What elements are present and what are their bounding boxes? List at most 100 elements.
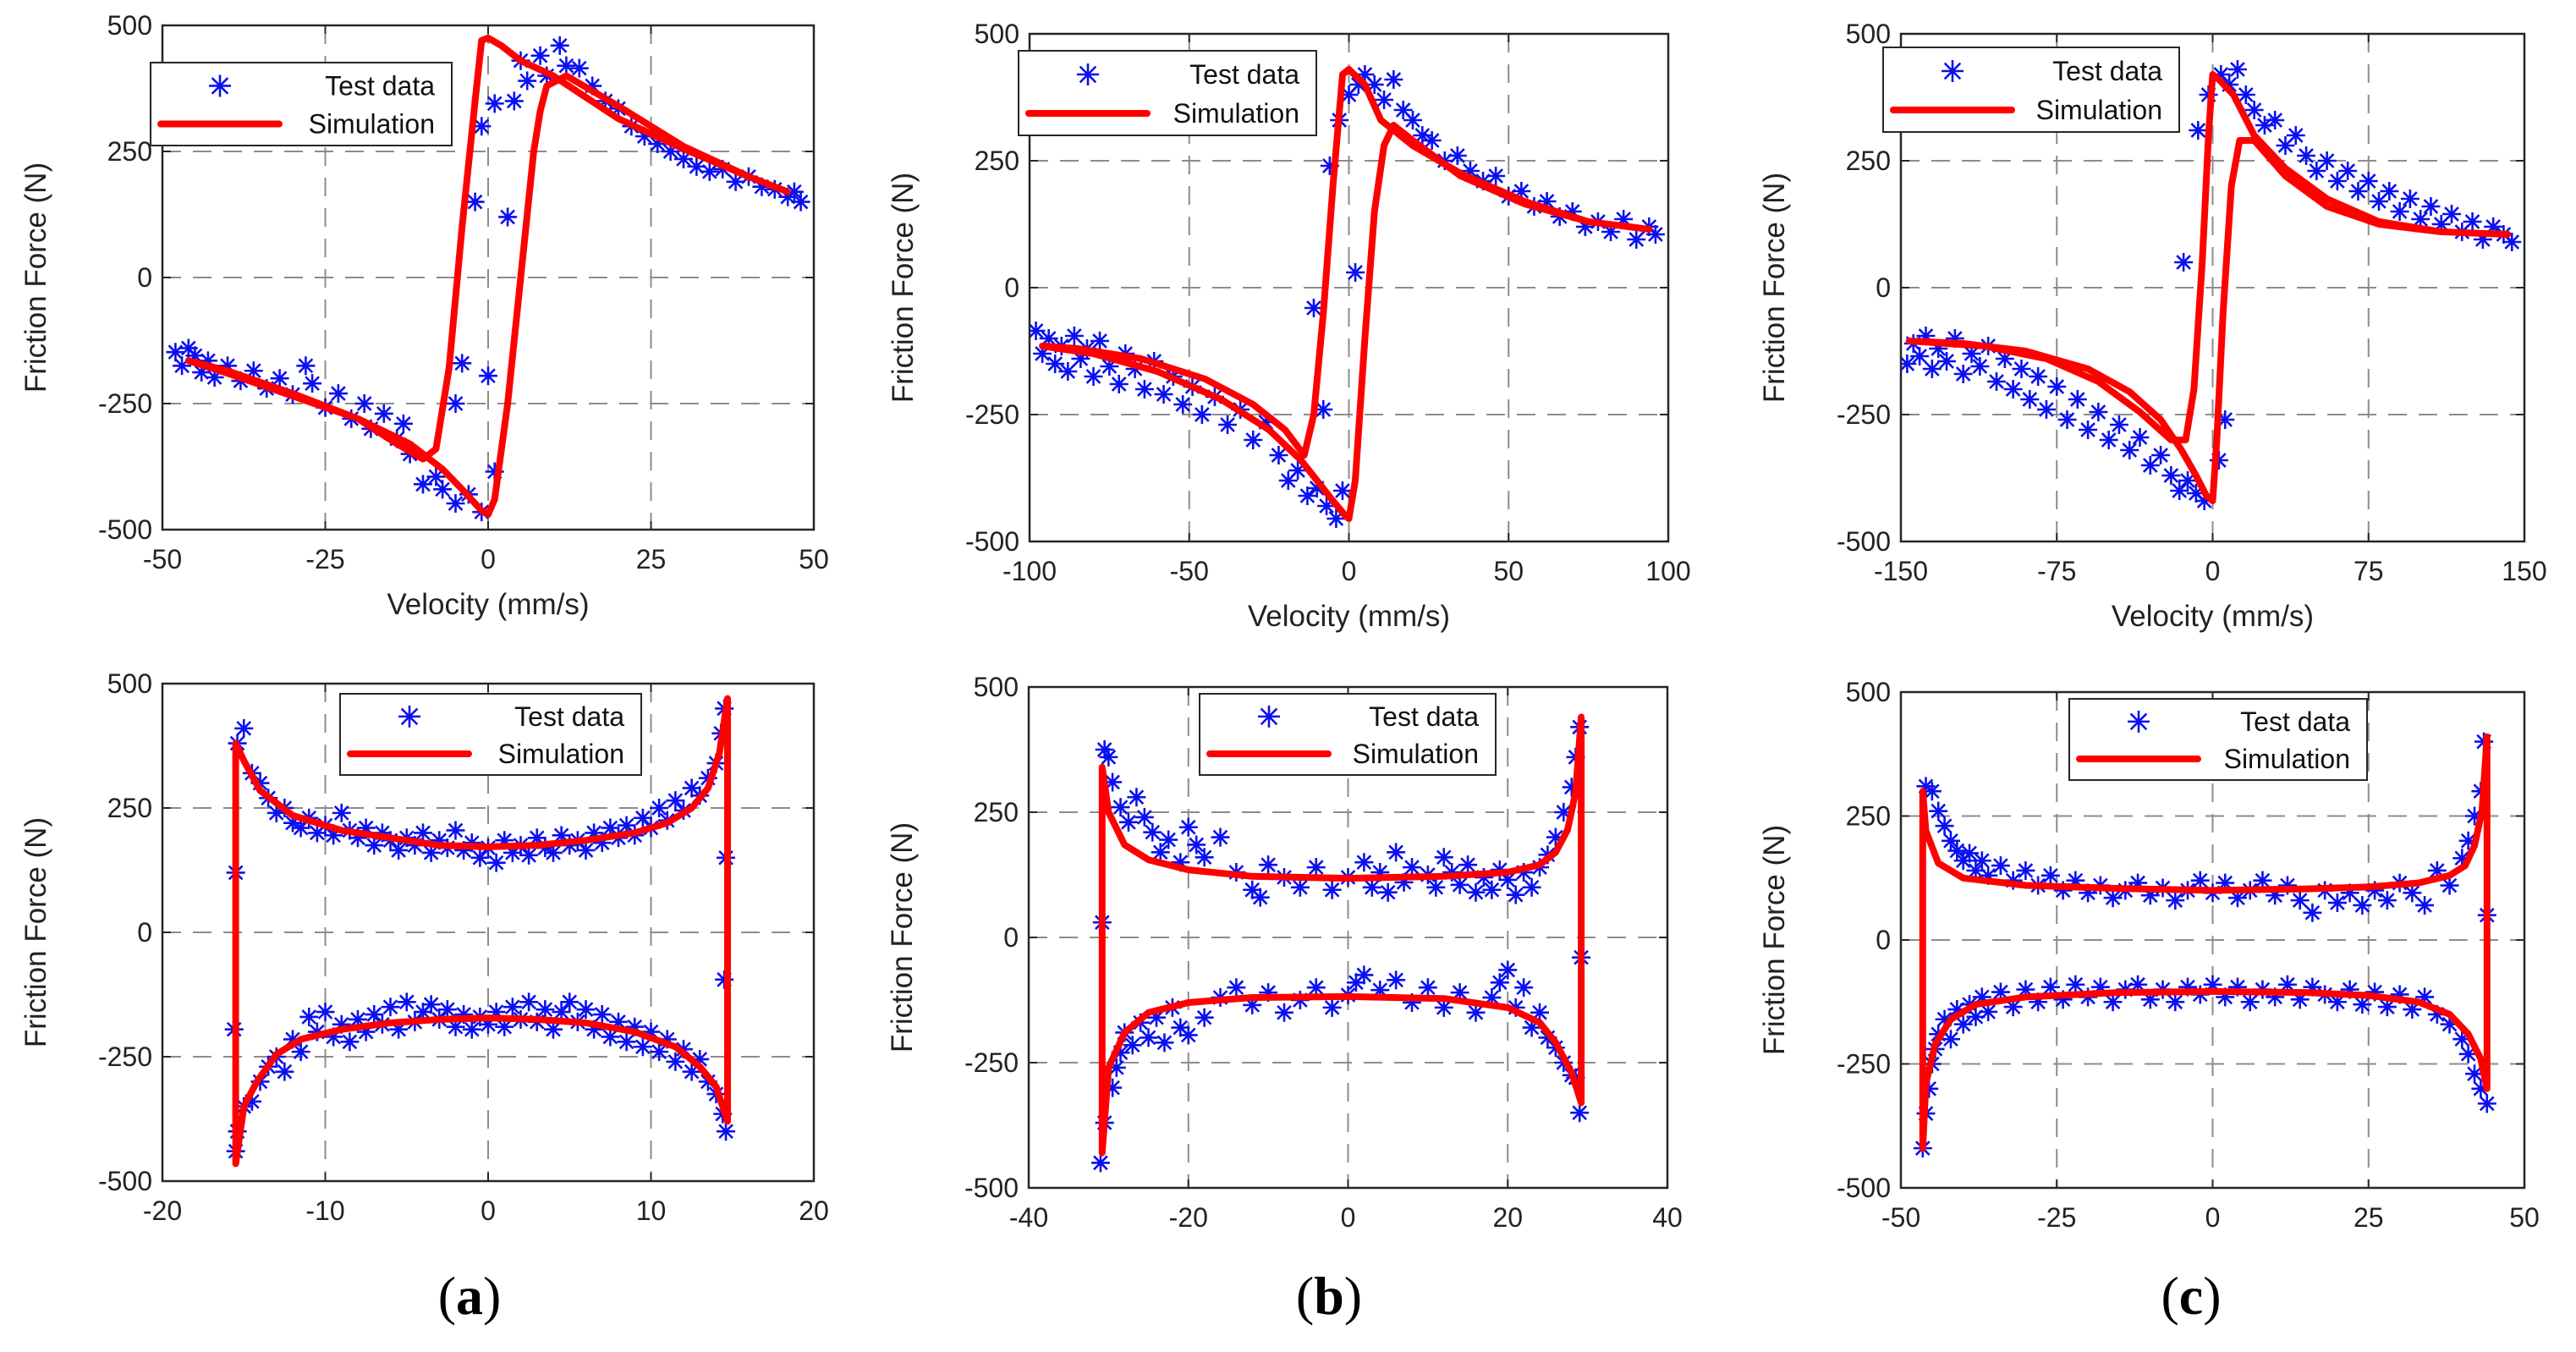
test-data-point	[2266, 111, 2285, 129]
test-data-point	[2140, 886, 2160, 905]
test-data-point	[1103, 772, 1123, 792]
test-data-point	[2236, 85, 2255, 104]
test-data-point	[1211, 827, 1230, 847]
legend-test-data-symbol	[398, 705, 420, 728]
test-data-point	[2286, 126, 2305, 145]
data-layer	[1030, 65, 1665, 528]
test-data-point	[2140, 990, 2160, 1009]
test-data-point	[2327, 172, 2347, 190]
test-data-point	[682, 1062, 701, 1081]
legend: Test data Simulation	[2068, 698, 2368, 781]
test-data-point	[1945, 329, 1964, 348]
test-data-point	[2079, 420, 2098, 439]
test-data-point	[2120, 441, 2139, 459]
test-data-point	[560, 992, 579, 1012]
test-data-point	[544, 843, 563, 862]
test-data-point	[218, 356, 237, 376]
x-axis-label: Velocity (mm/s)	[387, 588, 589, 621]
subplot-3: -150 -75 0 75 150 -500 -250 0 250 500 Velocity (mm…	[1758, 19, 2547, 633]
test-data-point	[1947, 841, 1967, 860]
y-tick-label: 0	[1003, 922, 1019, 953]
test-data-point	[585, 823, 604, 843]
test-data-point	[583, 76, 602, 96]
legend-simulation-label: Simulation	[1353, 739, 1479, 769]
test-data-point	[1403, 858, 1421, 877]
test-data-point	[2303, 903, 2322, 922]
test-data-point	[1937, 352, 1957, 371]
test-data-point	[1901, 354, 1917, 373]
test-data-point	[1111, 798, 1130, 817]
test-data-point	[2003, 380, 2023, 398]
test-data-point	[2473, 230, 2492, 249]
test-data-point	[2317, 151, 2337, 170]
x-tick-label: -75	[2037, 556, 2076, 586]
y-tick-label: 500	[107, 668, 152, 699]
test-data-point	[479, 1014, 497, 1034]
test-data-point	[650, 1042, 669, 1062]
x-tick-label: 0	[2205, 556, 2221, 586]
test-data-point	[2029, 992, 2048, 1012]
test-data-point	[2427, 1004, 2447, 1024]
test-data-point	[2190, 871, 2210, 890]
test-data-point	[185, 346, 205, 365]
x-tick-label: -25	[2037, 1202, 2076, 1233]
test-data-point	[2365, 881, 2385, 900]
x-tick-label: 40	[1652, 1202, 1683, 1233]
test-data-point	[495, 1017, 514, 1036]
test-data-point	[2484, 217, 2503, 236]
test-data-point	[1134, 380, 1154, 398]
test-data-point	[1387, 843, 1406, 862]
test-data-point	[1910, 347, 1930, 365]
test-data-point	[1522, 1018, 1541, 1037]
test-data-point	[472, 117, 492, 136]
test-data-point	[518, 71, 537, 91]
test-data-point	[666, 791, 685, 811]
x-tick-label: -40	[1009, 1202, 1048, 1233]
test-data-point	[291, 1042, 310, 1062]
x-tick-label: 0	[2205, 1202, 2221, 1233]
test-data-point	[1929, 801, 1948, 821]
test-data-point	[1393, 101, 1413, 119]
test-data-point	[446, 1017, 465, 1036]
legend-box	[1882, 47, 2180, 133]
legend: Test data Simulation	[1882, 47, 2180, 133]
x-tick-label: 75	[2354, 556, 2384, 586]
test-data-point	[462, 1019, 481, 1039]
test-data-point	[1987, 372, 2007, 391]
test-data-point	[2348, 182, 2368, 201]
x-tick-label: -10	[305, 1195, 344, 1226]
test-data-point	[2400, 190, 2419, 208]
simulation-line	[184, 34, 792, 519]
test-data-point	[2216, 873, 2235, 893]
test-data-point	[332, 803, 351, 822]
test-data-point	[421, 995, 441, 1014]
test-data-point	[527, 828, 547, 848]
test-data-point	[2458, 1044, 2478, 1063]
test-data-point	[1259, 983, 1278, 1003]
test-data-point	[1195, 1008, 1214, 1027]
test-data-point	[381, 998, 400, 1017]
test-data-point	[1941, 831, 1960, 850]
panel-label-c: (c)	[2161, 1266, 2221, 1326]
test-data-point	[465, 192, 485, 212]
grid	[1030, 34, 1668, 541]
test-data-point	[365, 836, 384, 855]
test-data-point	[1095, 740, 1114, 759]
test-data-point	[1575, 217, 1595, 236]
test-data-point	[666, 1052, 685, 1071]
y-tick-label: -500	[964, 1173, 1019, 1203]
series-test-data	[1090, 717, 1591, 1173]
test-data-point	[2053, 990, 2073, 1009]
test-data-point	[661, 142, 680, 161]
test-data-point	[2016, 860, 2035, 880]
test-data-point	[426, 467, 446, 486]
x-tick-label: 0	[481, 1195, 496, 1226]
test-data-point	[2403, 1000, 2422, 1019]
test-data-point	[2452, 1030, 2472, 1049]
test-data-point	[303, 374, 322, 393]
test-data-point	[2151, 446, 2171, 464]
y-axis-label: Friction Force (N)	[1758, 173, 1791, 403]
data-layer	[166, 34, 810, 522]
test-data-point	[1403, 111, 1422, 129]
test-data-point	[324, 826, 343, 845]
